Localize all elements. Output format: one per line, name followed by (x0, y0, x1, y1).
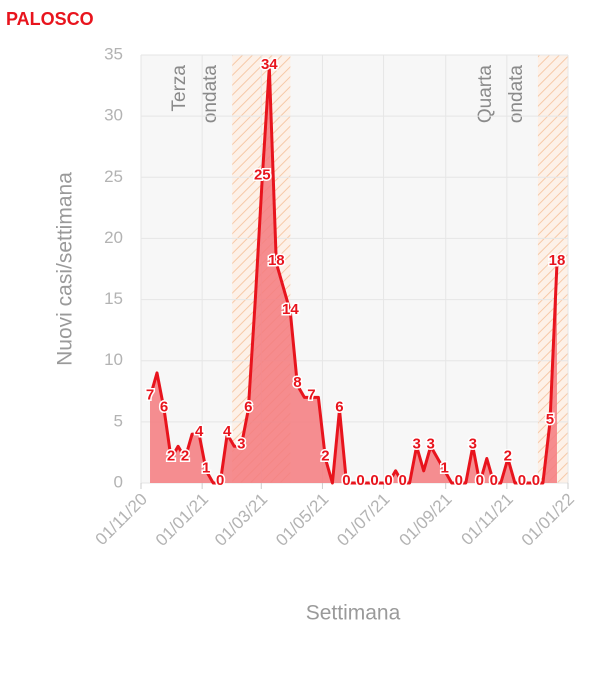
data-label: 0 (342, 472, 350, 489)
y-tick-label: 15 (104, 289, 123, 308)
x-axis-title: Settimana (306, 602, 401, 625)
x-tick-label: 01/11/20 (92, 490, 151, 549)
data-label: 3 (237, 435, 245, 452)
x-tick-label: 01/01/22 (518, 490, 578, 550)
line (148, 65, 559, 485)
data-label: 6 (160, 399, 168, 416)
data-label: 6 (244, 399, 252, 416)
data-label: 0 (476, 472, 484, 489)
plot-background (141, 55, 568, 483)
wave-label: ondata (506, 65, 527, 124)
data-label: 3 (469, 435, 477, 452)
x-tick-label: 01/05/21 (272, 490, 332, 550)
x-tick-label: 01/01/21 (152, 490, 212, 550)
data-label: 2 (504, 448, 512, 465)
data-label: 0 (370, 472, 378, 489)
data-label: 0 (455, 472, 463, 489)
data-label: 0 (384, 472, 392, 489)
data-label: 3 (427, 435, 435, 452)
data-label: 6 (335, 399, 343, 416)
y-tick-label: 30 (104, 106, 123, 125)
data-label: 8 (293, 374, 301, 391)
y-tick-label: 5 (114, 411, 123, 430)
data-label: 0 (356, 472, 364, 489)
data-label: 1 (441, 460, 449, 477)
data-label: 2 (167, 448, 175, 465)
data-label: 2 (181, 448, 189, 465)
data-label: 7 (307, 386, 315, 403)
chart-title: PALOSCO (6, 9, 94, 29)
data-label: 0 (398, 472, 406, 489)
area (150, 67, 557, 483)
data-label: 5 (546, 411, 554, 428)
data-label: 34 (261, 56, 278, 73)
y-tick-label: 0 (114, 472, 123, 491)
y-tick-label: 10 (104, 350, 123, 369)
wave-label: Quarta (475, 65, 496, 124)
data-label: 0 (490, 472, 498, 489)
data-label: 0 (518, 472, 526, 489)
x-tick-label: 01/03/21 (211, 490, 271, 550)
data-label: 25 (254, 166, 271, 183)
y-axis-title: Nuovi casi/settimana (54, 172, 77, 366)
x-tick-label: 01/07/21 (333, 490, 393, 550)
y-tick-label: 25 (104, 167, 123, 186)
data-label: 14 (282, 301, 299, 318)
y-tick-label: 20 (104, 228, 123, 247)
data-label: 18 (268, 252, 285, 269)
data-label: 4 (195, 423, 204, 440)
data-label: 7 (146, 386, 154, 403)
y-tick-label: 35 (104, 44, 123, 63)
data-label: 0 (216, 472, 224, 489)
data-label: 1 (202, 460, 210, 477)
x-tick-label: 01/11/21 (458, 490, 517, 549)
wave-label: Terza (169, 65, 190, 112)
data-label: 2 (321, 448, 329, 465)
data-label: 4 (223, 423, 232, 440)
data-label: 3 (412, 435, 420, 452)
x-tick-label: 01/09/21 (395, 490, 455, 550)
data-label: 18 (549, 252, 566, 269)
data-label: 0 (532, 472, 540, 489)
wave-label: ondata (200, 65, 221, 124)
